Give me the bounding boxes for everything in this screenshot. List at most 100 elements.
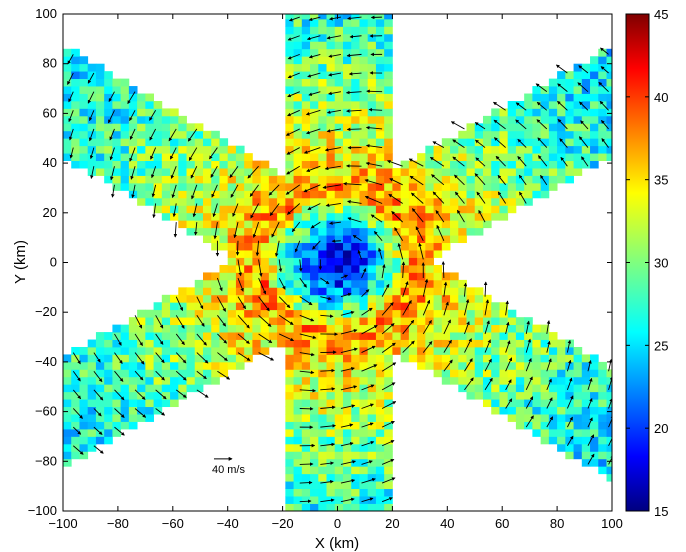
- field-cell: [367, 391, 377, 400]
- field-cell: [408, 279, 418, 288]
- field-cell: [425, 309, 434, 318]
- wind-vector: [129, 147, 136, 162]
- wind-vector: [233, 222, 239, 239]
- field-cell: [433, 220, 443, 229]
- wind-vector: [429, 156, 445, 167]
- wind-vector: [566, 359, 572, 372]
- field-cell: [170, 145, 179, 154]
- field-cell: [252, 324, 262, 333]
- field-cell: [367, 227, 377, 236]
- field-cell: [507, 205, 517, 214]
- field-cell: [186, 182, 196, 191]
- field-cell: [71, 78, 80, 87]
- field-cell: [384, 376, 393, 385]
- field-cell: [128, 317, 138, 326]
- field-cell: [433, 190, 443, 199]
- field-cell: [524, 123, 533, 132]
- field-cell: [548, 429, 558, 437]
- field-cell: [186, 145, 196, 154]
- field-cell: [367, 138, 377, 147]
- wind-vector: [258, 296, 270, 312]
- field-cell: [301, 145, 311, 154]
- wind-vector: [340, 404, 356, 409]
- field-cell: [532, 168, 542, 176]
- field-cell: [95, 71, 105, 80]
- field-cell: [301, 369, 311, 378]
- field-cell: [260, 309, 270, 318]
- wind-vector: [88, 128, 95, 142]
- field-cell: [120, 346, 130, 355]
- field-cell: [285, 287, 294, 296]
- wind-vector: [308, 53, 321, 59]
- field-cell: [252, 317, 262, 326]
- wind-vector: [537, 137, 548, 148]
- field-cell: [334, 160, 344, 169]
- field-cell: [384, 384, 393, 393]
- field-cell: [450, 138, 459, 147]
- field-cell: [359, 93, 369, 102]
- field-cell: [491, 346, 500, 355]
- field-cell: [301, 190, 311, 199]
- field-cell: [219, 182, 229, 191]
- field-cell: [310, 458, 319, 467]
- field-cell: [351, 100, 360, 109]
- field-cell: [450, 160, 459, 169]
- field-cell: [310, 324, 319, 333]
- field-cell: [194, 168, 204, 176]
- field-cell: [507, 361, 517, 370]
- field-cell: [581, 115, 591, 124]
- wind-vector: [408, 158, 424, 167]
- field-cell: [351, 197, 360, 206]
- wind-vector: [175, 370, 187, 381]
- wind-vector: [464, 321, 470, 335]
- field-cell: [433, 346, 443, 355]
- field-cell: [359, 257, 369, 266]
- field-cell: [285, 138, 294, 147]
- field-cell: [334, 309, 344, 318]
- field-cell: [301, 93, 311, 102]
- field-cell: [342, 339, 352, 348]
- field-cell: [375, 369, 385, 378]
- field-cell: [170, 108, 179, 117]
- field-cell: [408, 220, 418, 229]
- field-cell: [417, 242, 426, 251]
- field-cell: [95, 78, 105, 87]
- wind-vector: [213, 222, 218, 240]
- wind-vector: [546, 340, 551, 353]
- wind-vector: [497, 191, 507, 204]
- field-cell: [63, 414, 72, 422]
- field-cell: [153, 391, 163, 400]
- field-cell: [474, 302, 484, 311]
- field-cell: [326, 406, 336, 415]
- wind-vector: [483, 281, 488, 297]
- field-cell: [285, 458, 294, 467]
- field-cell: [137, 153, 146, 162]
- field-cell: [342, 429, 352, 437]
- field-cell: [219, 354, 229, 363]
- field-cell: [524, 93, 533, 102]
- field-cell: [227, 168, 237, 176]
- field-cell: [359, 175, 369, 184]
- field-cell: [474, 361, 484, 370]
- x-tick-label: −100: [48, 516, 77, 531]
- field-cell: [170, 369, 179, 378]
- field-cell: [507, 376, 517, 385]
- field-cell: [161, 346, 171, 355]
- field-cell: [384, 115, 393, 124]
- field-cell: [318, 354, 327, 363]
- field-cell: [359, 242, 369, 251]
- field-cell: [318, 56, 327, 65]
- field-cell: [367, 481, 377, 490]
- field-cell: [293, 190, 303, 199]
- field-cell: [285, 257, 294, 266]
- field-cell: [499, 145, 509, 154]
- field-cell: [491, 182, 500, 191]
- field-cell: [359, 391, 369, 400]
- field-cell: [318, 421, 327, 430]
- field-cell: [285, 123, 294, 132]
- field-cell: [194, 324, 204, 333]
- field-cell: [532, 100, 542, 109]
- field-cell: [235, 302, 245, 311]
- field-cell: [433, 160, 443, 169]
- wind-vector: [443, 319, 451, 335]
